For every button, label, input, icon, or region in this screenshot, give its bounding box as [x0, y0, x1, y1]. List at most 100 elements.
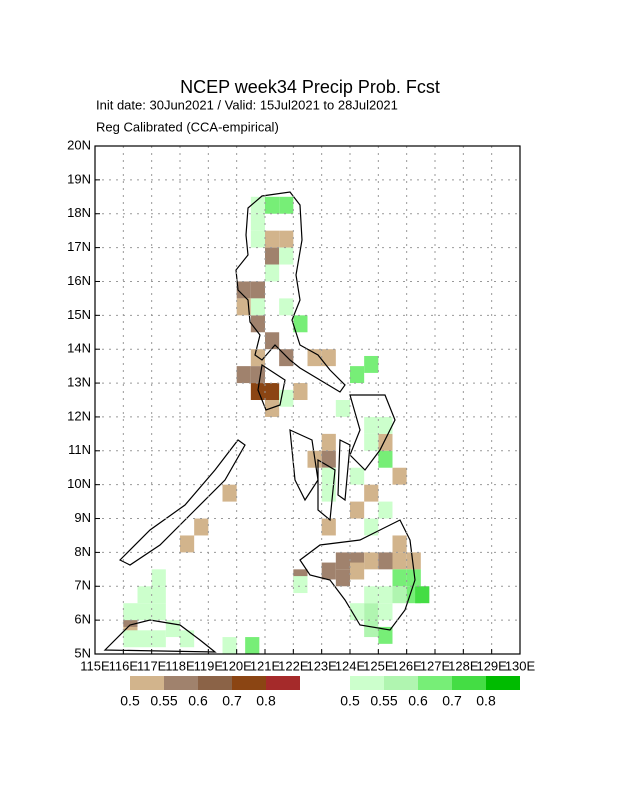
prob-cell — [137, 586, 152, 604]
prob-cell — [378, 603, 393, 621]
title: NCEP week34 Precip Prob. Fcst — [180, 77, 440, 97]
x-tick-label: 116E — [109, 658, 139, 673]
legend-swatch — [266, 676, 300, 690]
legend-swatch — [164, 676, 198, 690]
prob-cell — [236, 366, 251, 384]
prob-cell — [392, 552, 407, 570]
prob-cell — [335, 569, 350, 587]
y-tick-label: 19N — [67, 171, 91, 186]
x-tick-label: 123E — [306, 658, 337, 673]
x-tick-label: 128E — [448, 658, 479, 673]
y-tick-label: 15N — [67, 307, 91, 322]
prob-cell — [222, 637, 237, 654]
prob-cell — [350, 501, 365, 519]
legend-swatch — [452, 676, 486, 690]
plot-frame — [94, 145, 521, 655]
prob-cell — [364, 433, 379, 451]
x-tick-label: 117E — [137, 658, 167, 673]
prob-cell — [279, 247, 294, 265]
prob-cell — [265, 196, 280, 214]
prob-cell — [392, 586, 407, 604]
prob-cell — [151, 586, 166, 604]
prob-cell — [406, 552, 421, 570]
y-tick-label: 13N — [67, 375, 91, 390]
legend-swatch — [198, 676, 232, 690]
prob-cell — [378, 501, 393, 519]
x-tick-label: 129E — [476, 658, 507, 673]
prob-cell — [378, 552, 393, 570]
prob-cell — [293, 383, 308, 400]
x-tick-label: 122E — [278, 658, 309, 673]
prob-cell — [350, 366, 365, 384]
prob-cell — [350, 603, 365, 621]
prob-cell — [415, 586, 430, 604]
x-tick-label: 127E — [420, 658, 451, 673]
prob-cell — [279, 196, 294, 214]
prob-cell — [123, 603, 138, 621]
legend-label: 0.5 — [340, 693, 360, 709]
prob-cell — [321, 349, 336, 367]
legend-label: 0.6 — [188, 693, 208, 709]
y-tick-label: 12N — [67, 408, 91, 423]
prob-cell — [321, 433, 336, 451]
prob-cell — [137, 603, 152, 621]
prob-cell — [378, 416, 393, 434]
legend-label: 0.55 — [370, 693, 397, 709]
prob-cell — [392, 467, 407, 485]
prob-cell — [265, 383, 280, 400]
prob-cell — [250, 213, 265, 231]
prob-cell — [321, 518, 336, 536]
legend-label: 0.8 — [256, 693, 276, 709]
y-tick-label: 16N — [67, 273, 91, 288]
prob-cell — [151, 630, 166, 648]
y-tick-label: 20N — [67, 137, 91, 152]
y-tick-label: 11N — [68, 442, 91, 457]
prob-cell — [364, 586, 379, 604]
prob-cell — [250, 315, 265, 333]
prob-cell — [194, 518, 209, 536]
prob-cell — [123, 630, 138, 648]
legend-swatch — [232, 676, 266, 690]
y-tick-label: 9N — [74, 510, 91, 525]
prob-cell — [222, 484, 237, 502]
prob-cell — [321, 467, 336, 485]
prob-cell — [364, 355, 379, 373]
legend-swatch — [486, 676, 520, 690]
legend-label: 0.7 — [442, 693, 462, 709]
x-tick-label: 125E — [363, 658, 394, 673]
prob-cell — [250, 383, 265, 400]
prob-cell — [350, 467, 365, 485]
prob-cell — [350, 562, 365, 580]
y-tick-label: 6N — [74, 612, 91, 627]
legend-label: 0.8 — [476, 693, 496, 709]
x-tick-label: 118E — [165, 658, 195, 673]
prob-cell — [293, 576, 308, 594]
x-tick-label: 130E — [505, 658, 536, 673]
y-tick-label: 18N — [67, 205, 91, 220]
x-tick-label: 124E — [335, 658, 366, 673]
prob-cell — [250, 298, 265, 316]
prob-cell — [307, 349, 322, 367]
legend-swatch — [350, 676, 384, 690]
prob-cell — [364, 620, 379, 638]
prob-cell — [180, 535, 195, 553]
legend-swatch — [130, 676, 164, 690]
legend-label: 0.7 — [222, 693, 242, 709]
prob-cell — [265, 264, 280, 282]
prob-cell — [378, 450, 393, 468]
prob-cell — [245, 637, 260, 654]
x-tick-label: 126E — [391, 658, 422, 673]
prob-cell — [250, 281, 265, 299]
prob-cell — [180, 630, 195, 648]
y-tick-label: 14N — [67, 341, 91, 356]
legend-swatch — [418, 676, 452, 690]
prob-cell — [321, 562, 336, 580]
y-tick-label: 8N — [74, 544, 91, 559]
coastline — [103, 191, 416, 653]
y-tick-label: 5N — [74, 645, 91, 660]
prob-cell — [137, 630, 152, 648]
prob-cell — [250, 230, 265, 248]
legend-label: 0.55 — [150, 693, 177, 709]
prob-cell — [335, 400, 350, 417]
